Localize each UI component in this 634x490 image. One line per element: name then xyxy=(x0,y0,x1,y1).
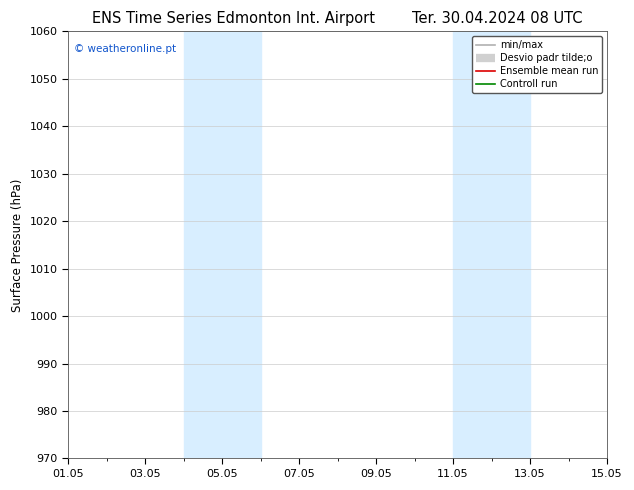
Text: © weatheronline.pt: © weatheronline.pt xyxy=(74,44,176,54)
Title: ENS Time Series Edmonton Int. Airport        Ter. 30.04.2024 08 UTC: ENS Time Series Edmonton Int. Airport Te… xyxy=(93,11,583,26)
Y-axis label: Surface Pressure (hPa): Surface Pressure (hPa) xyxy=(11,178,24,312)
Bar xyxy=(453,31,530,459)
Legend: min/max, Desvio padr tilde;o, Ensemble mean run, Controll run: min/max, Desvio padr tilde;o, Ensemble m… xyxy=(472,36,602,93)
Bar xyxy=(184,31,261,459)
